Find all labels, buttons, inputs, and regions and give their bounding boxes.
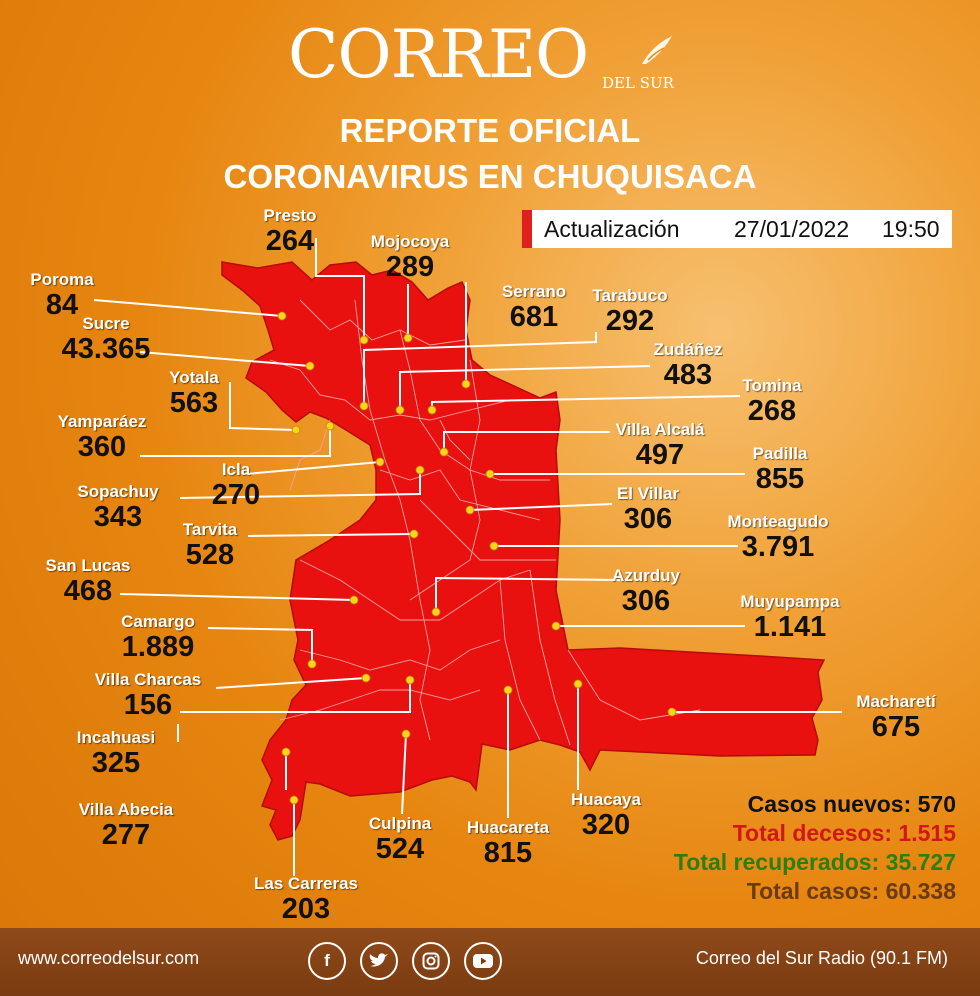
municipality-label-sucre: Sucre 43.365	[61, 314, 151, 365]
twitter-icon[interactable]	[360, 942, 398, 980]
report-title: REPORTE OFICIAL	[339, 112, 641, 149]
municipality-label-huacareta: Huacareta 815	[466, 818, 550, 869]
municipality-label-machareti: Macharetí 675	[856, 692, 936, 743]
new-cases-stat: Casos nuevos: 570	[747, 791, 956, 817]
facebook-icon[interactable]: f	[308, 942, 346, 980]
report-subtitle: CORONAVIRUS EN CHUQUISACA	[223, 158, 757, 195]
recovered-stat: Total recuperados: 35.727	[673, 849, 956, 875]
total-cases-stat: Total casos: 60.338	[746, 878, 956, 904]
location-dots	[277, 311, 677, 805]
municipality-label-yotala: Yotala 563	[169, 368, 219, 419]
logo-leaf-icon	[642, 36, 672, 64]
municipality-label-presto: Presto 264	[263, 206, 317, 257]
municipality-label-tomina: Tomina 268	[742, 376, 802, 427]
municipality-label-las-carreras: Las Carreras 203	[254, 874, 358, 925]
municipality-label-icla: Icla 270	[211, 460, 261, 511]
municipality-label-incahuasi: Incahuasi 325	[76, 728, 156, 779]
municipality-label-tarabuco: Tarabuco 292	[592, 286, 668, 337]
logo-correo: CORREO	[288, 16, 589, 93]
municipality-label-yamparaez: Yamparáez 360	[57, 412, 147, 463]
municipality-label-sopachuy: Sopachuy 343	[77, 482, 159, 533]
update-accent-bar	[522, 210, 532, 248]
municipality-label-culpina: Culpina 524	[368, 814, 432, 865]
summary-stats: Casos nuevos: 570 Total decesos: 1.515 T…	[674, 790, 956, 906]
update-date: 27/01/2022	[734, 216, 850, 242]
municipality-label-muyupampa: Muyupampa 1.141	[740, 592, 840, 643]
municipality-label-zudanez: Zudáñez 483	[653, 340, 723, 391]
youtube-icon[interactable]	[464, 942, 502, 980]
municipality-label-el-villar: El Villar 306	[616, 484, 680, 535]
municipality-label-villa-abecia: Villa Abecia 277	[78, 800, 174, 851]
municipality-label-azurduy: Azurduy 306	[612, 566, 680, 617]
municipality-label-huacaya: Huacaya 320	[571, 790, 641, 841]
municipality-label-monteagudo: Monteagudo 3.791	[727, 512, 829, 563]
municipality-label-poroma: Poroma 84	[30, 270, 94, 321]
radio-station-text: Correo del Sur Radio (90.1 FM)	[695, 948, 948, 968]
update-time: 19:50	[882, 216, 940, 242]
municipality-label-villa-alcala: Villa Alcalá 497	[615, 420, 705, 471]
municipality-label-serrano: Serrano 681	[501, 282, 567, 333]
department-shape	[221, 261, 826, 841]
municipality-label-mojocoya: Mojocoya 289	[370, 232, 450, 283]
municipality-label-san-lucas: San Lucas 468	[45, 556, 131, 607]
update-banner: Actualización 27/01/2022 19:50	[522, 210, 952, 248]
municipality-label-villa-charcas: Villa Charcas 156	[94, 670, 202, 721]
instagram-icon[interactable]	[412, 942, 450, 980]
logo-del-sur: DEL SUR	[602, 74, 674, 92]
website-link[interactable]: www.correodelsur.com	[18, 948, 200, 968]
update-label: Actualización	[544, 216, 680, 242]
municipality-label-padilla: Padilla 855	[752, 444, 808, 495]
deaths-stat: Total decesos: 1.515	[732, 820, 956, 846]
chuquisaca-map	[93, 238, 842, 876]
footer-bar: www.correodelsur.com f Correo del Sur Ra…	[0, 928, 980, 996]
municipal-borders	[269, 299, 701, 746]
municipality-label-camargo: Camargo 1.889	[121, 612, 195, 663]
municipality-label-tarvita: Tarvita 528	[182, 520, 238, 571]
